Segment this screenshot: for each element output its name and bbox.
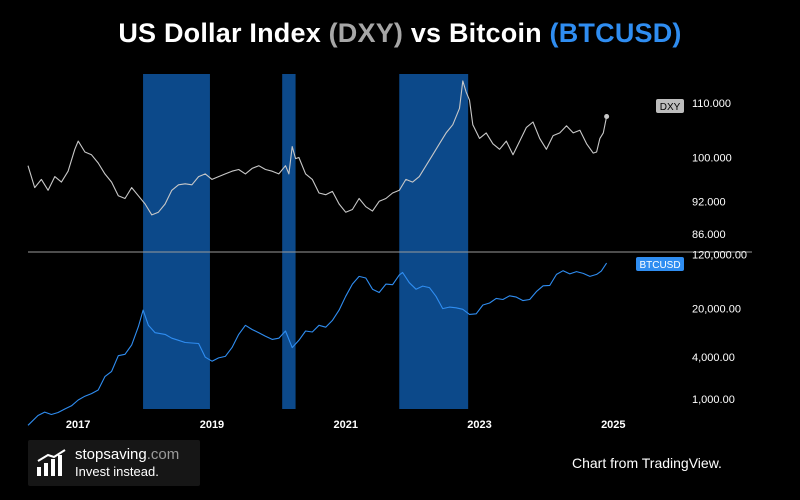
x-tick-label: 2019 [200, 419, 224, 431]
shaded-period-3 [399, 74, 469, 409]
shaded-periods [143, 74, 469, 409]
logo-brand-domain: .com [146, 446, 180, 463]
shaded-period-2 [282, 74, 296, 409]
x-tick-label: 2017 [66, 419, 90, 431]
stopsaving-logo: stopsaving.com Invest instead. [28, 440, 200, 486]
title-btc: (BTCUSD) [549, 18, 682, 48]
y-tick-label-btcusd: 120,000.00 [692, 249, 747, 261]
logo-brand: stopsaving.com [75, 446, 179, 463]
y-tick-label-dxy: 110.000 [692, 98, 731, 110]
chart-title: US Dollar Index (DXY) vs Bitcoin (BTCUSD… [0, 18, 800, 49]
badge-label: BTCUSD [639, 260, 680, 271]
x-tick-label: 2025 [601, 419, 625, 431]
x-tick-label: 2023 [467, 419, 491, 431]
logo-brand-name: stopsaving [75, 446, 147, 463]
bar-chart-icon [37, 449, 66, 476]
x-axis-ticks: 2017 2019 2021 2023 2025 [66, 419, 626, 431]
y-tick-label-btcusd: 1,000.00 [692, 394, 735, 406]
y-tick-label-dxy: 86.000 [692, 229, 726, 241]
title-middle: vs Bitcoin [410, 18, 542, 48]
badge-label: DXY [660, 102, 681, 113]
y-tick-label-dxy: 92.000 [692, 196, 726, 208]
y-tick-label-btcusd: 20,000.00 [692, 304, 741, 316]
y-axis-ticks: 110.000 100.000 92.000 86.000 120,000.00 20,0… [692, 98, 747, 406]
x-tick-label: 2021 [333, 419, 357, 431]
series-line-btcusd [27, 262, 608, 426]
shaded-period-1 [143, 74, 210, 409]
y-tick-label-btcusd: 4,000.00 [692, 352, 735, 364]
logo-tagline: Invest instead. [75, 464, 159, 479]
title-prefix: US Dollar Index [118, 18, 321, 48]
dxy-last-point [604, 113, 610, 119]
badge-btcusd: BTCUSD [636, 257, 684, 271]
series-badges: DXY BTCUSD [636, 99, 684, 271]
title-dxy: (DXY) [328, 18, 404, 48]
chart-credit: Chart from TradingView. [572, 455, 722, 471]
badge-dxy: DXY [656, 99, 684, 113]
y-tick-label-dxy: 100.000 [692, 153, 732, 165]
series-lines [27, 80, 610, 426]
series-line-dxy [27, 80, 608, 216]
